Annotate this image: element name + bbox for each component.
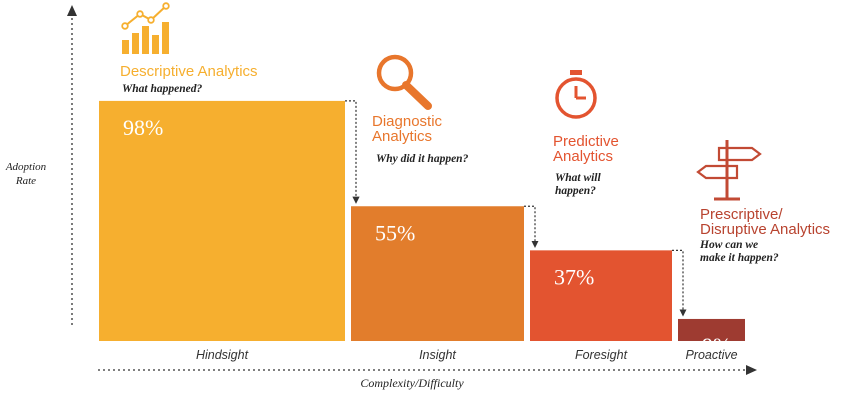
bar-foresight <box>530 250 672 341</box>
stage-name: Prescriptive/ <box>700 206 783 223</box>
stage-name: Disruptive Analytics <box>700 221 830 238</box>
step-connector-arrow <box>672 249 687 317</box>
category-label: Hindsight <box>196 348 249 362</box>
stage-question: What happened? <box>122 83 202 95</box>
bar-line-chart-icon <box>121 2 170 54</box>
value-label: 9% <box>702 333 731 358</box>
x-axis-label: Complexity/Difficulty <box>360 376 464 390</box>
y-axis-label-line-2: Rate <box>15 175 36 187</box>
value-label: 98% <box>123 115 163 140</box>
stage-question: What will <box>555 172 602 184</box>
stopwatch-icon <box>555 70 597 119</box>
value-label: 55% <box>375 220 415 245</box>
connectors-group <box>345 100 687 317</box>
x-axis-arrowhead <box>746 365 757 375</box>
bar-hindsight <box>99 100 345 342</box>
labels-group: 98% Hindsight Descriptive Analytics What ha… <box>120 63 830 362</box>
category-label: Proactive <box>685 348 737 362</box>
category-label: Foresight <box>575 348 628 362</box>
bar-insight <box>351 206 524 341</box>
stage-question: happen? <box>555 185 596 197</box>
stage-question: Why did it happen? <box>376 153 469 165</box>
stage-name: Descriptive Analytics <box>120 63 258 80</box>
value-label: 37% <box>554 264 594 289</box>
bars-group <box>99 100 745 342</box>
category-label: Insight <box>419 348 456 362</box>
step-connector-arrow <box>524 205 539 248</box>
stage-name: Analytics <box>553 148 613 165</box>
signpost-icon <box>696 140 762 201</box>
magnifying-glass-icon <box>376 54 432 110</box>
stage-name: Diagnostic <box>372 113 443 130</box>
stage-name: Analytics <box>372 128 432 145</box>
bar-proactive <box>678 318 745 341</box>
step-connector-arrow <box>345 100 360 204</box>
y-axis-arrowhead <box>67 5 77 16</box>
stage-question: How can we <box>699 239 758 251</box>
stage-name: Predictive <box>553 133 619 150</box>
y-axis-label-line-1: Adoption <box>5 161 47 173</box>
stage-question: make it happen? <box>700 252 779 264</box>
